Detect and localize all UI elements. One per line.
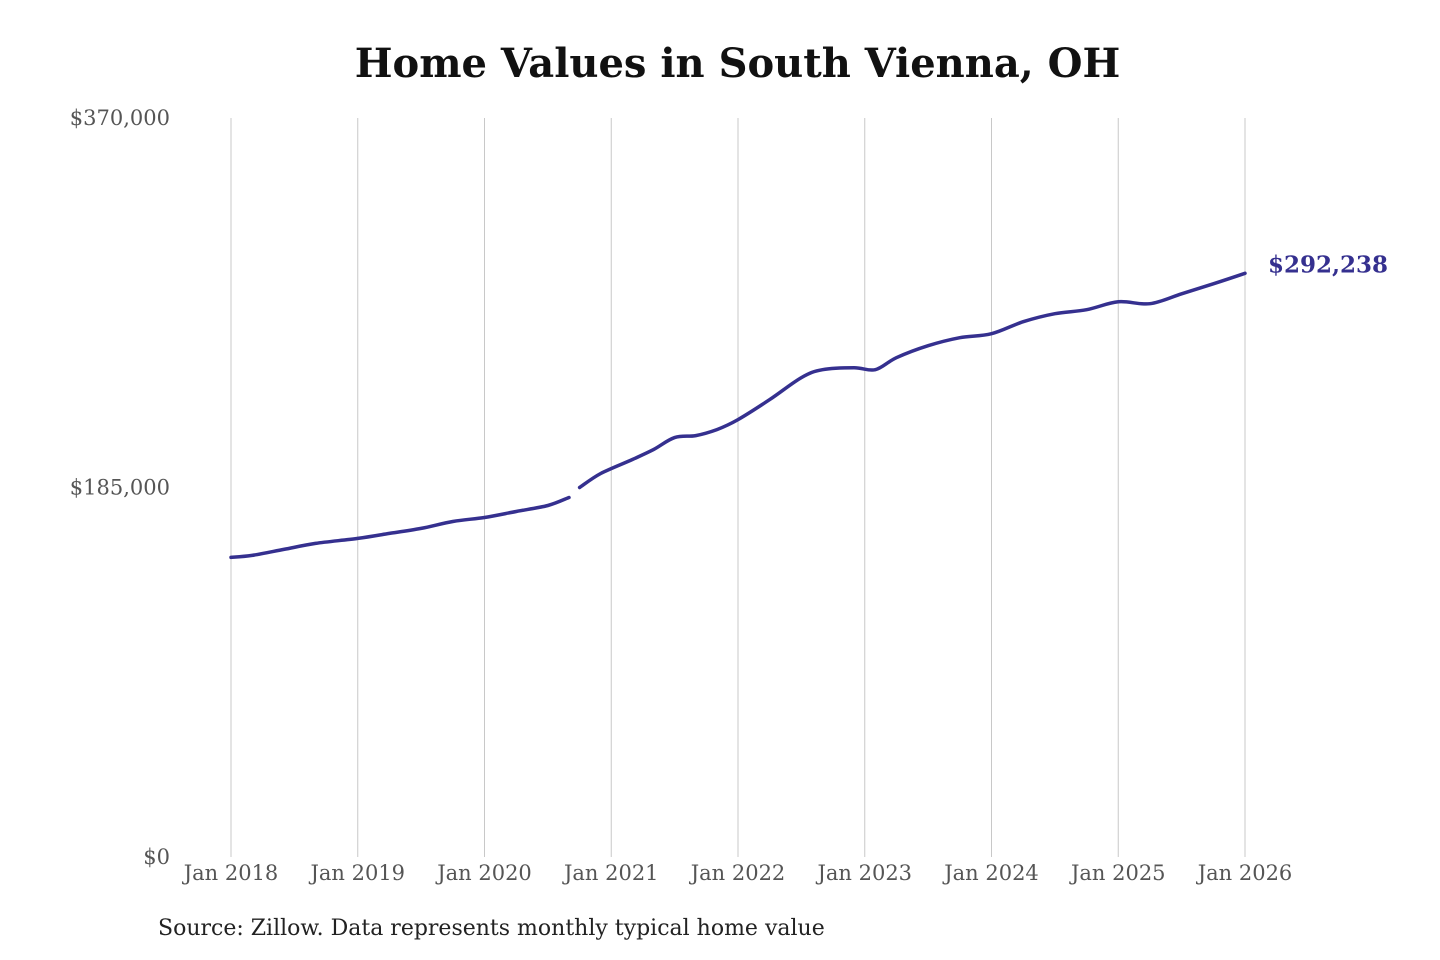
y-tick-label: $185,000 <box>70 476 170 500</box>
x-tick-label: Jan 2024 <box>942 861 1039 885</box>
x-axis-tick-labels: Jan 2018 Jan 2019 Jan 2020 Jan 2021 Jan 2022… <box>182 861 1293 885</box>
y-tick-label: $0 <box>143 845 170 869</box>
x-tick-label: Jan 2022 <box>689 861 786 885</box>
end-value-label: $292,238 <box>1268 251 1388 278</box>
x-tick-label: Jan 2019 <box>308 861 405 885</box>
series-line-segment-1 <box>577 271 1247 490</box>
x-tick-label: Jan 2020 <box>435 861 532 885</box>
x-tick-label: Jan 2023 <box>815 861 912 885</box>
chart-title: Home Values in South Vienna, OH <box>354 40 1121 87</box>
series-line <box>229 271 1247 560</box>
x-tick-label: Jan 2025 <box>1069 861 1166 885</box>
y-axis-tick-labels: $0 $185,000 $370,000 <box>70 106 170 869</box>
source-note: Source: Zillow. Data represents monthly … <box>158 916 825 941</box>
x-tick-label: Jan 2026 <box>1196 861 1293 885</box>
x-tick-label: Jan 2021 <box>562 861 659 885</box>
y-tick-label: $370,000 <box>70 106 170 130</box>
x-tick-label: Jan 2018 <box>182 861 279 885</box>
series-line-segment-0 <box>229 495 571 560</box>
gridlines <box>230 118 1246 857</box>
